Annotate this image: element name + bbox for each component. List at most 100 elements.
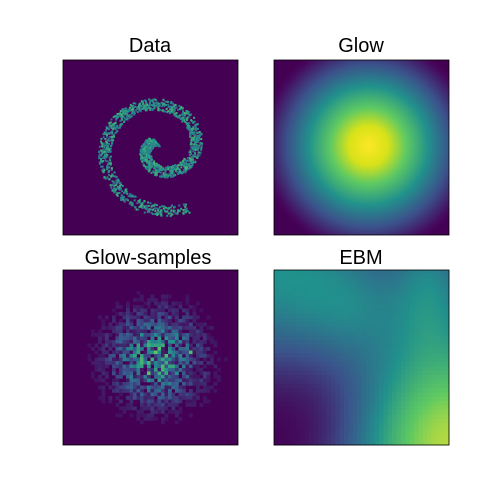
energy-cell bbox=[383, 414, 389, 420]
data-point bbox=[100, 149, 103, 152]
data-point bbox=[143, 104, 146, 107]
sample-cell bbox=[140, 333, 144, 337]
sample-cell bbox=[171, 340, 176, 344]
energy-cell bbox=[352, 366, 358, 372]
energy-cell bbox=[309, 401, 314, 407]
energy-cell bbox=[278, 326, 284, 332]
energy-cell bbox=[317, 361, 323, 367]
energy-cell bbox=[387, 335, 393, 341]
energy-cell bbox=[396, 309, 402, 315]
sample-cell bbox=[196, 343, 200, 348]
data-point bbox=[108, 142, 110, 145]
data-point bbox=[177, 209, 180, 212]
data-point bbox=[151, 143, 154, 146]
sample-cell bbox=[101, 392, 106, 397]
energy-cell bbox=[326, 418, 332, 424]
energy-cell bbox=[309, 309, 314, 315]
energy-cell bbox=[339, 388, 345, 393]
energy-cell bbox=[400, 305, 406, 310]
data-point bbox=[196, 127, 199, 130]
sample-cell bbox=[154, 371, 158, 376]
sample-cell bbox=[143, 315, 148, 320]
energy-cell bbox=[418, 305, 424, 310]
data-point bbox=[150, 104, 153, 107]
energy-cell bbox=[383, 318, 389, 323]
energy-cell bbox=[405, 287, 411, 293]
energy-cell bbox=[357, 335, 362, 341]
sample-cell bbox=[196, 336, 200, 341]
sample-cell bbox=[147, 403, 151, 407]
energy-cell bbox=[431, 361, 437, 367]
sample-cell bbox=[203, 375, 207, 379]
energy-cell bbox=[427, 344, 432, 350]
sample-cell bbox=[143, 413, 148, 418]
sample-cell bbox=[98, 361, 102, 365]
data-point bbox=[120, 118, 123, 121]
sample-cell bbox=[185, 336, 190, 341]
sample-cell bbox=[105, 371, 109, 376]
energy-cell bbox=[422, 396, 428, 402]
energy-cell bbox=[370, 388, 376, 393]
energy-cell bbox=[322, 370, 327, 376]
energy-cell bbox=[313, 313, 319, 319]
energy-cell bbox=[361, 296, 367, 302]
sample-cell bbox=[147, 413, 151, 418]
energy-cell bbox=[304, 366, 310, 372]
data-point bbox=[182, 159, 185, 162]
energy-cell bbox=[435, 335, 441, 341]
data-point bbox=[103, 150, 106, 153]
energy-cell bbox=[287, 405, 292, 411]
data-point bbox=[133, 199, 136, 202]
energy-cell bbox=[396, 291, 402, 297]
data-point bbox=[152, 161, 155, 164]
energy-cell bbox=[370, 370, 376, 376]
sample-cell bbox=[140, 361, 144, 365]
energy-cell bbox=[427, 361, 432, 367]
energy-cell bbox=[361, 283, 367, 288]
energy-cell bbox=[278, 278, 284, 284]
energy-cell bbox=[418, 300, 424, 306]
energy-cell bbox=[400, 357, 406, 363]
energy-cell bbox=[330, 440, 336, 446]
sample-cell bbox=[136, 364, 141, 369]
sample-cell bbox=[192, 329, 197, 334]
data-point bbox=[181, 120, 184, 123]
energy-cell bbox=[422, 278, 428, 284]
sample-cell bbox=[161, 347, 165, 351]
energy-cell bbox=[317, 357, 323, 363]
data-point bbox=[98, 150, 101, 153]
sample-cell bbox=[87, 343, 92, 348]
sample-cell bbox=[126, 333, 130, 337]
data-point bbox=[107, 137, 110, 140]
energy-cell bbox=[304, 313, 310, 319]
energy-cell bbox=[278, 388, 284, 393]
energy-cell bbox=[400, 309, 406, 315]
energy-cell bbox=[370, 340, 376, 345]
data-point bbox=[169, 107, 171, 110]
sample-cell bbox=[161, 319, 165, 323]
energy-cell bbox=[291, 405, 297, 411]
energy-cell bbox=[357, 291, 362, 297]
data-point bbox=[196, 148, 199, 151]
data-point bbox=[116, 194, 119, 197]
data-point bbox=[113, 187, 116, 190]
sample-cell bbox=[185, 403, 190, 407]
data-point bbox=[190, 162, 193, 164]
sample-cell bbox=[91, 371, 95, 376]
energy-cell bbox=[440, 423, 446, 428]
energy-cell bbox=[317, 318, 323, 323]
sample-cell bbox=[108, 385, 113, 390]
data-point bbox=[147, 150, 150, 153]
sample-cell bbox=[175, 315, 179, 320]
energy-cell bbox=[414, 296, 419, 302]
sample-cell bbox=[126, 385, 130, 390]
energy-cell bbox=[396, 366, 402, 372]
energy-cell bbox=[435, 348, 441, 354]
data-point bbox=[186, 126, 189, 129]
data-point bbox=[131, 105, 134, 108]
data-point bbox=[148, 148, 151, 151]
energy-cell bbox=[379, 296, 384, 302]
sample-cell bbox=[119, 305, 123, 309]
energy-cell bbox=[392, 322, 397, 328]
sample-cell bbox=[164, 399, 169, 404]
